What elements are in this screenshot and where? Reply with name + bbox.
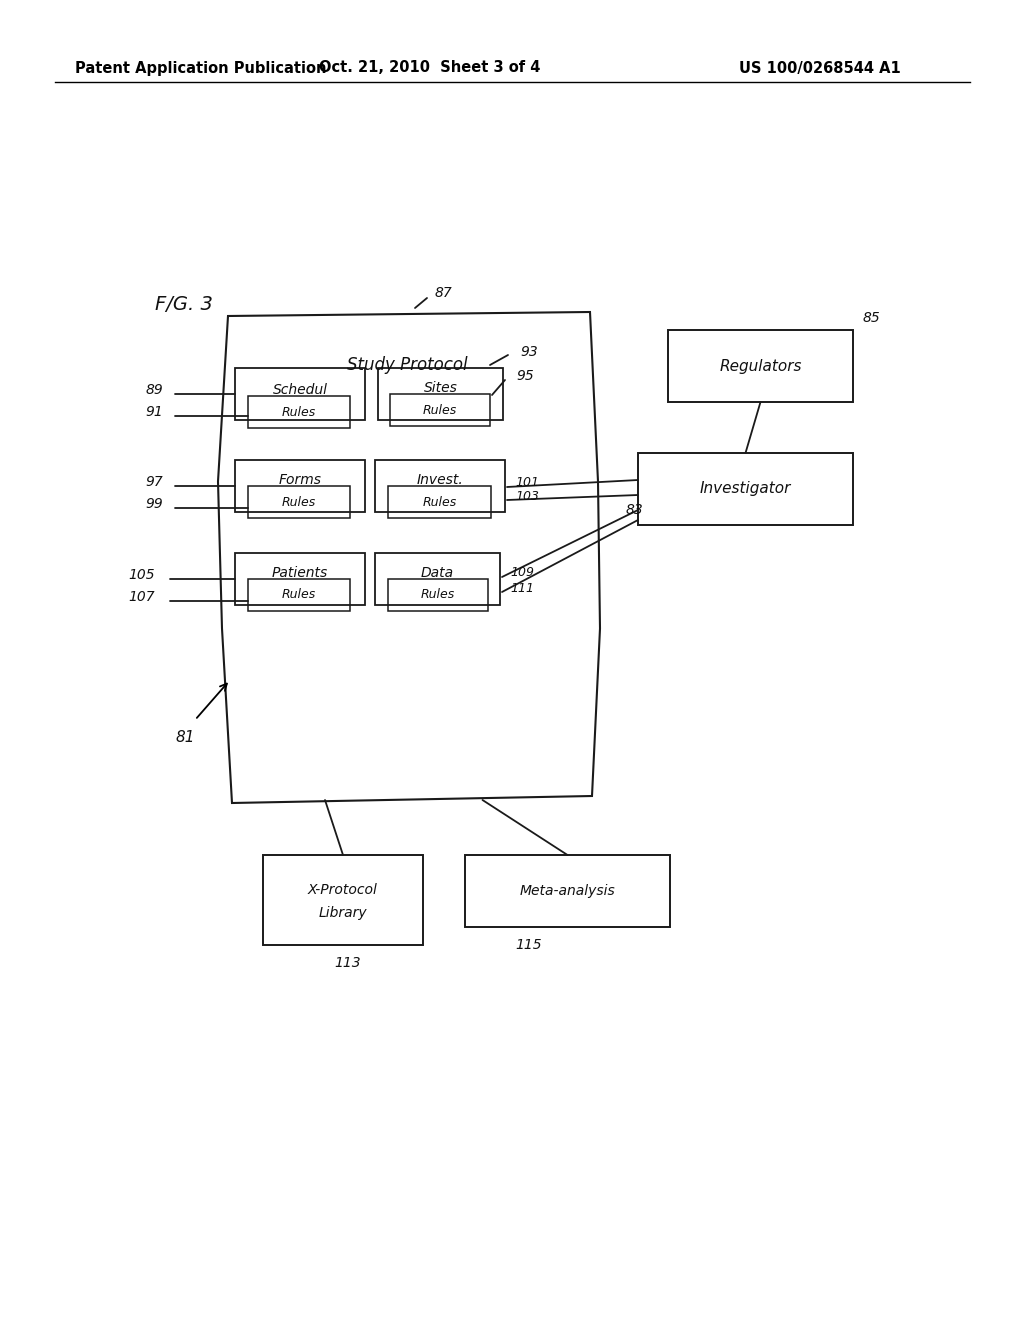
Text: Sites: Sites (424, 381, 458, 395)
Text: 101: 101 (515, 477, 539, 490)
Text: 81: 81 (175, 730, 195, 746)
Text: Study Protocol: Study Protocol (347, 356, 468, 374)
Bar (388, 486, 490, 517)
Text: F/G. 3: F/G. 3 (155, 296, 213, 314)
Text: 107: 107 (128, 590, 155, 605)
Text: Rules: Rules (423, 404, 457, 417)
Text: 87: 87 (435, 286, 453, 300)
Bar (248, 486, 350, 517)
Bar (378, 368, 503, 420)
Bar (465, 855, 670, 927)
Text: 115: 115 (515, 939, 542, 952)
Bar (375, 553, 500, 605)
Text: 113: 113 (335, 956, 361, 970)
Bar (248, 396, 350, 428)
Text: Investigator: Investigator (699, 482, 792, 496)
Text: 91: 91 (145, 405, 163, 418)
Text: 105: 105 (128, 568, 155, 582)
Text: Library: Library (318, 906, 368, 920)
Bar (388, 579, 488, 611)
Text: US 100/0268544 A1: US 100/0268544 A1 (739, 61, 901, 75)
Bar (668, 330, 853, 403)
Text: 111: 111 (510, 582, 534, 594)
Text: 103: 103 (515, 491, 539, 503)
Text: 93: 93 (520, 345, 538, 359)
Text: Forms: Forms (279, 473, 322, 487)
Text: Regulators: Regulators (719, 359, 802, 374)
Text: Data: Data (421, 566, 454, 579)
Text: Patients: Patients (272, 566, 328, 579)
Text: Patent Application Publication: Patent Application Publication (75, 61, 327, 75)
Bar (638, 453, 853, 525)
Text: Rules: Rules (421, 589, 455, 602)
Bar (390, 393, 490, 426)
Text: Rules: Rules (282, 589, 316, 602)
Text: Rules: Rules (282, 405, 316, 418)
Text: Invest.: Invest. (417, 473, 464, 487)
Text: Schedul: Schedul (272, 383, 328, 397)
Text: Rules: Rules (282, 495, 316, 508)
Bar (248, 579, 350, 611)
Text: 89: 89 (145, 383, 163, 397)
Text: 83: 83 (626, 503, 644, 517)
Bar (234, 553, 365, 605)
Bar (263, 855, 423, 945)
Bar (234, 368, 365, 420)
Text: 85: 85 (863, 312, 881, 325)
Bar (375, 459, 505, 512)
Text: 97: 97 (145, 475, 163, 488)
Text: 109: 109 (510, 566, 534, 579)
Text: Rules: Rules (422, 495, 457, 508)
Text: Oct. 21, 2010  Sheet 3 of 4: Oct. 21, 2010 Sheet 3 of 4 (319, 61, 541, 75)
Text: X-Protocol: X-Protocol (308, 883, 378, 898)
Bar (234, 459, 365, 512)
Text: 95: 95 (516, 370, 534, 383)
Text: 99: 99 (145, 498, 163, 511)
Text: Meta-analysis: Meta-analysis (519, 884, 615, 898)
